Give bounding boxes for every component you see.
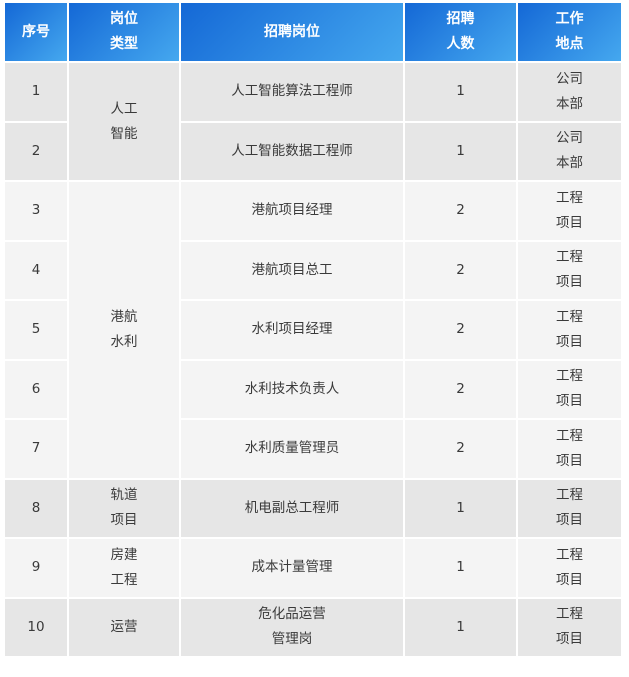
table-row: 3 港航 水利 港航项目经理 2 工程 项目 [3, 180, 623, 480]
cell-position: 水利质量管理员 [179, 418, 405, 480]
cell-count: 1 [403, 596, 518, 658]
header-position: 招聘岗位 [179, 1, 405, 63]
cell-count: 1 [403, 477, 518, 539]
cell-location: 工程 项目 [516, 418, 623, 480]
cell-no: 5 [3, 299, 69, 361]
cell-count: 2 [403, 239, 518, 301]
cell-location: 工程 项目 [516, 239, 623, 301]
table-header: 序号 岗位 类型 招聘岗位 招聘 人数 工作 地点 [3, 1, 623, 63]
header-no: 序号 [3, 1, 69, 63]
header-location: 工作 地点 [516, 1, 623, 63]
cell-type: 轨道 项目 [67, 477, 181, 539]
cell-count: 2 [403, 180, 518, 242]
recruitment-table: 序号 岗位 类型 招聘岗位 招聘 人数 工作 地点 1 人工 智能 人工智能算法… [3, 1, 623, 658]
cell-no: 1 [3, 61, 69, 123]
table-row: 9 房建 工程 成本计量管理 1 工程 项目 [3, 537, 623, 599]
header-count: 招聘 人数 [403, 1, 518, 63]
cell-position: 危化品运营 管理岗 [179, 596, 405, 658]
cell-count: 2 [403, 358, 518, 420]
cell-type: 运营 [67, 596, 181, 658]
cell-position: 水利项目经理 [179, 299, 405, 361]
cell-position: 水利技术负责人 [179, 358, 405, 420]
cell-location: 工程 项目 [516, 180, 623, 242]
cell-position: 港航项目经理 [179, 180, 405, 242]
cell-type: 港航 水利 [67, 180, 181, 480]
cell-no: 4 [3, 239, 69, 301]
cell-no: 10 [3, 596, 69, 658]
cell-no: 2 [3, 120, 69, 182]
cell-count: 1 [403, 537, 518, 599]
cell-count: 2 [403, 418, 518, 480]
cell-no: 7 [3, 418, 69, 480]
cell-count: 1 [403, 120, 518, 182]
cell-count: 2 [403, 299, 518, 361]
cell-position: 人工智能算法工程师 [179, 61, 405, 123]
cell-count: 1 [403, 61, 518, 123]
cell-no: 9 [3, 537, 69, 599]
cell-type: 房建 工程 [67, 537, 181, 599]
table-row: 8 轨道 项目 机电副总工程师 1 工程 项目 [3, 477, 623, 539]
cell-location: 公司 本部 [516, 61, 623, 123]
cell-location: 工程 项目 [516, 537, 623, 599]
cell-location: 工程 项目 [516, 358, 623, 420]
table-row: 1 人工 智能 人工智能算法工程师 1 公司 本部 [3, 61, 623, 182]
cell-no: 3 [3, 180, 69, 242]
cell-type: 人工 智能 [67, 61, 181, 182]
cell-no: 6 [3, 358, 69, 420]
cell-location: 公司 本部 [516, 120, 623, 182]
cell-position: 机电副总工程师 [179, 477, 405, 539]
cell-position: 成本计量管理 [179, 537, 405, 599]
cell-location: 工程 项目 [516, 299, 623, 361]
cell-no: 8 [3, 477, 69, 539]
table-row: 2 人工智能数据工程师 1 公司 本部 [3, 120, 623, 182]
cell-position: 人工智能数据工程师 [179, 120, 405, 182]
cell-location: 工程 项目 [516, 596, 623, 658]
table-row: 10 运营 危化品运营 管理岗 1 工程 项目 [3, 596, 623, 658]
header-type: 岗位 类型 [67, 1, 181, 63]
cell-location: 工程 项目 [516, 477, 623, 539]
cell-position: 港航项目总工 [179, 239, 405, 301]
